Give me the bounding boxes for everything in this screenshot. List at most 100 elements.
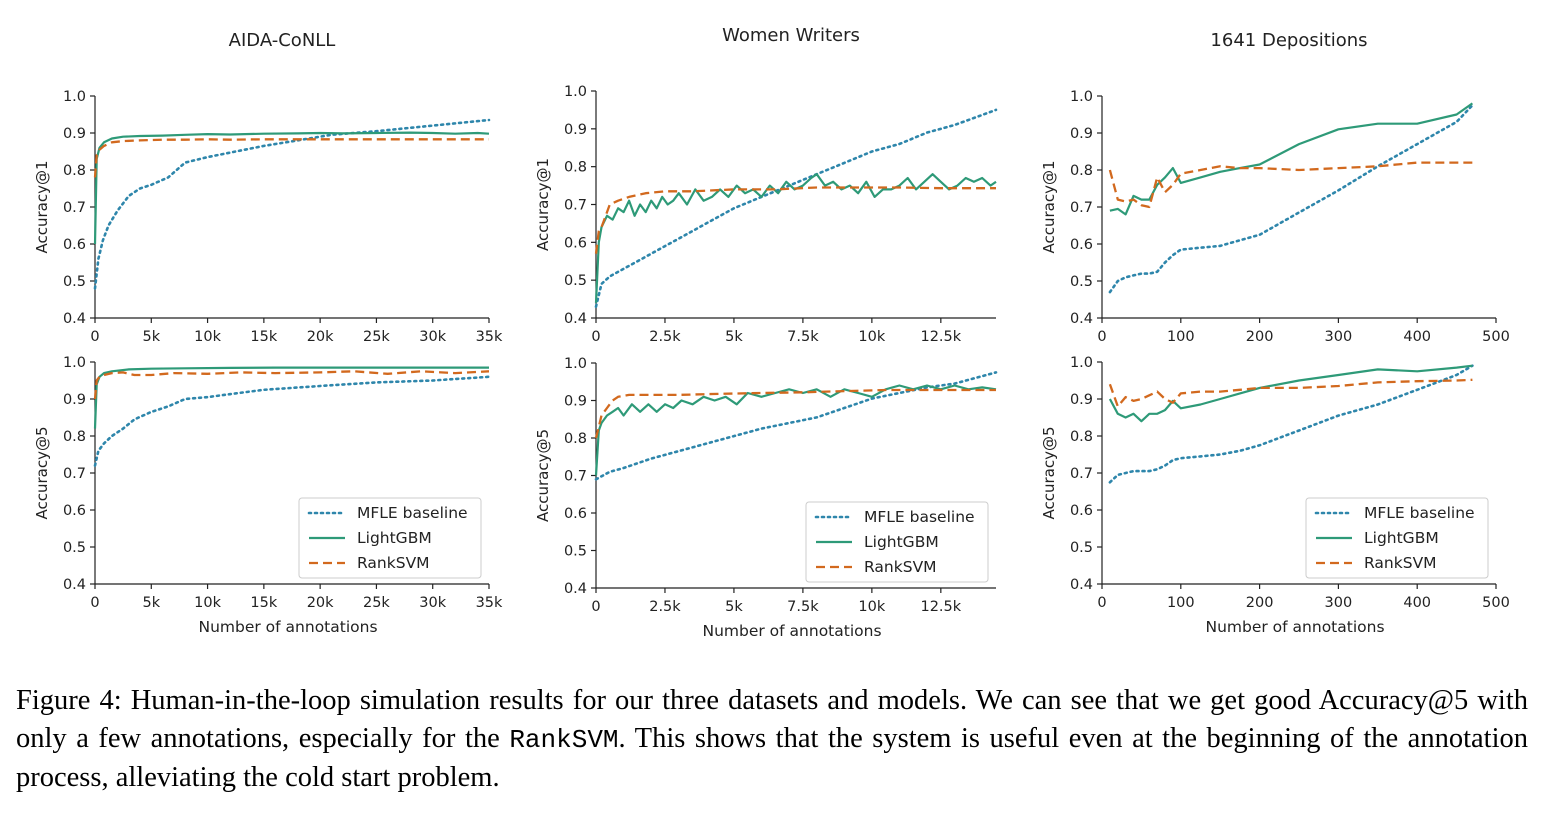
y-tick-label: 0.9 [564,394,587,410]
x-tick-label: 300 [1325,595,1353,611]
y-tick-label: 0.6 [564,235,587,251]
y-tick-label: 0.4 [63,311,86,327]
x-tick-label: 0 [591,599,600,615]
y-tick-label: 0.6 [63,237,86,253]
y-tick-label: 0.8 [63,163,86,179]
y-tick-label: 0.8 [63,429,86,445]
legend-label: RankSVM [864,558,937,576]
y-axis-label: Accuracy@1 [33,160,51,253]
series-line-ranksvm [93,138,489,178]
y-tick-label: 1.0 [63,355,86,371]
y-tick-label: 0.7 [63,200,86,216]
y-axis-label: Accuracy@1 [1040,160,1058,253]
y-axis-label: Accuracy@1 [534,158,552,251]
caption-prefix: Figure 4: Human-in-the-loop simulation r… [16,685,1528,754]
series-line-lightgbm [594,384,997,476]
x-tick-label: 500 [1482,329,1510,345]
y-tick-label: 0.4 [1070,577,1093,593]
series-line-ranksvm [1108,378,1473,408]
figure-caption: Figure 4: Human-in-the-loop simulation r… [16,682,1528,797]
y-tick-label: 0.9 [63,126,86,142]
y-tick-label: 0.4 [564,581,587,597]
series-line-ranksvm [1108,161,1473,209]
y-axis-label: Accuracy@5 [1040,426,1058,519]
x-tick-label: 15k [250,329,277,345]
x-tick-label: 5k [142,595,160,611]
series-line-mfle [594,108,998,309]
y-tick-label: 0.7 [1070,200,1093,216]
y-tick-label: 1.0 [63,89,86,105]
series-line-lightgbm [1109,102,1474,216]
y-tick-label: 0.6 [564,506,587,522]
y-tick-label: 0.9 [564,122,587,138]
x-tick-label: 200 [1246,329,1274,345]
x-tick-label: 400 [1403,329,1431,345]
x-tick-label: 2.5k [649,329,681,345]
y-tick-label: 0.5 [564,544,587,560]
x-axis-label: Number of annotations [198,618,377,636]
x-tick-label: 10k [858,599,885,615]
legend-label: MFLE baseline [1364,504,1475,522]
x-tick-label: 5k [142,329,160,345]
x-tick-label: 300 [1325,329,1353,345]
caption-code: RankSVM [509,725,619,755]
legend: MFLE baseline LightGBM RankSVM [298,497,482,579]
legend-label: MFLE baseline [864,508,975,526]
legend-label: RankSVM [1364,554,1437,572]
y-tick-label: 1.0 [564,356,587,372]
x-tick-label: 12.5k [920,599,961,615]
legend-label: MFLE baseline [357,504,468,522]
legend: MFLE baseline LightGBM RankSVM [805,501,989,583]
x-tick-label: 10k [194,595,221,611]
x-tick-label: 35k [476,329,503,345]
series-line-ranksvm [594,388,996,439]
series-line-mfle [93,375,491,467]
x-tick-label: 25k [363,329,390,345]
chart-panel-4: 0.4 0.5 0.6 0.7 0.8 0.9 1.0 0 5k 10k 15k 20k 25k 30k 3… [33,355,503,636]
chart-panel-3: 0.4 0.5 0.6 0.7 0.8 0.9 1.0 0 100 200 300 400 500 164… [1040,30,1510,345]
chart-title: Women Writers [722,25,860,46]
legend-box [298,497,482,579]
x-tick-label: 0 [1097,329,1106,345]
x-tick-label: 30k [419,329,446,345]
x-tick-label: 200 [1246,595,1274,611]
y-tick-label: 0.4 [1070,311,1093,327]
y-tick-label: 0.7 [564,469,587,485]
x-tick-label: 0 [591,329,600,345]
y-tick-label: 0.5 [63,540,86,556]
x-tick-label: 2.5k [649,599,681,615]
y-tick-label: 0.4 [564,311,587,327]
x-axis-label: Number of annotations [702,622,881,640]
x-tick-label: 500 [1482,595,1510,611]
x-tick-label: 7.5k [787,599,819,615]
series-line-ranksvm [594,186,996,254]
x-tick-label: 10k [858,329,885,345]
y-tick-label: 1.0 [564,84,587,100]
y-tick-label: 0.9 [63,392,86,408]
x-tick-label: 100 [1167,595,1195,611]
x-axis-label: Number of annotations [1205,618,1384,636]
chart-panel-2: 0.4 0.5 0.6 0.7 0.8 0.9 1.0 0 2.5k 5k 7.5k 10k 12.5k… [534,25,998,345]
x-tick-label: 5k [725,329,743,345]
x-tick-label: 7.5k [787,329,819,345]
y-tick-label: 0.6 [1070,237,1093,253]
y-tick-label: 0.4 [63,577,86,593]
series-line-lightgbm [93,131,490,245]
legend-label: LightGBM [864,533,939,551]
legend-box [1305,497,1489,579]
x-tick-label: 0 [90,329,99,345]
y-tick-label: 0.8 [564,431,587,447]
x-tick-label: 400 [1403,595,1431,611]
y-axis-label: Accuracy@5 [534,429,552,522]
series-line-lightgbm [594,173,997,303]
series-line-lightgbm [93,366,489,429]
legend-label: LightGBM [357,529,432,547]
x-tick-label: 5k [725,599,743,615]
y-tick-label: 0.5 [63,274,86,290]
y-tick-label: 0.7 [63,466,86,482]
y-tick-label: 0.7 [1070,466,1093,482]
y-tick-label: 0.6 [1070,503,1093,519]
series-line-mfle [1108,104,1474,294]
y-tick-label: 0.9 [1070,126,1093,142]
legend-box [805,501,989,583]
